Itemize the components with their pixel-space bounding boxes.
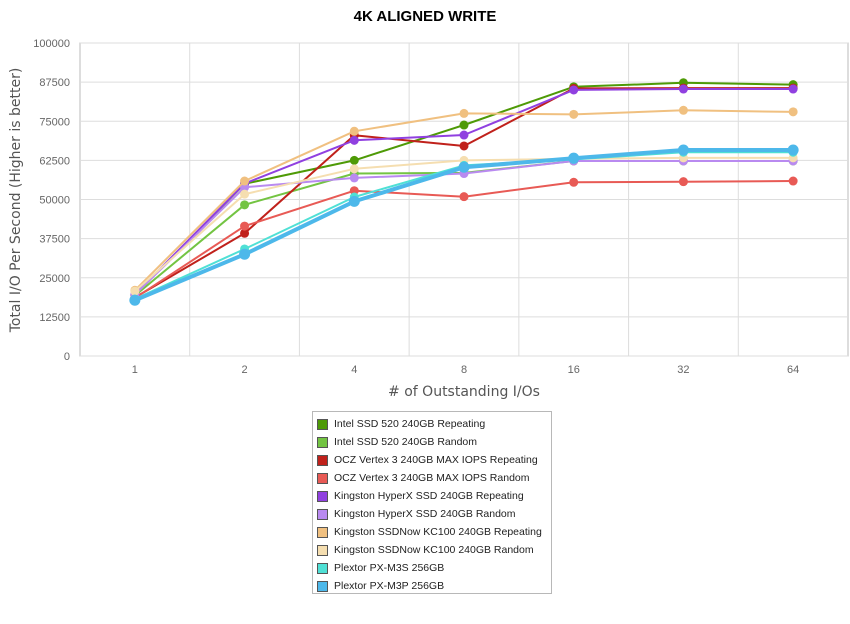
y-tick-label: 75000 — [39, 116, 70, 128]
data-point — [569, 85, 579, 95]
data-point — [788, 84, 798, 94]
x-tick-label: 1 — [132, 364, 138, 376]
data-point — [349, 173, 359, 183]
data-point — [459, 192, 469, 202]
legend-label: Intel SSD 520 240GB Repeating — [334, 418, 486, 430]
data-point — [458, 161, 470, 173]
x-tick-label: 32 — [677, 364, 689, 376]
data-point — [788, 107, 798, 117]
x-tick-label: 16 — [568, 364, 580, 376]
data-point — [678, 105, 688, 115]
x-tick-label: 8 — [461, 364, 467, 376]
legend-swatch — [317, 436, 328, 448]
legend-item[interactable]: Intel SSD 520 240GB Repeating — [317, 415, 551, 433]
legend-item[interactable]: OCZ Vertex 3 240GB MAX IOPS Repeating — [317, 451, 551, 469]
data-point — [240, 228, 250, 238]
data-point — [349, 164, 359, 174]
legend-item[interactable]: Plextor PX-M3S 256GB — [317, 559, 551, 577]
y-tick-label: 50000 — [39, 195, 70, 207]
legend-item[interactable]: Kingston SSDNow KC100 240GB Repeating — [317, 523, 551, 541]
legend-label: Kingston SSDNow KC100 240GB Repeating — [334, 526, 542, 538]
legend-swatch — [317, 508, 328, 520]
data-point — [240, 189, 250, 199]
chart-title: 4K ALIGNED WRITE — [353, 8, 497, 25]
legend-label: Kingston SSDNow KC100 240GB Random — [334, 544, 534, 556]
x-tick-label: 2 — [242, 364, 248, 376]
y-tick-label: 87500 — [39, 77, 70, 89]
legend-item[interactable]: Intel SSD 520 240GB Random — [317, 433, 551, 451]
legend-swatch — [317, 472, 328, 484]
data-point — [678, 84, 688, 94]
legend-label: Intel SSD 520 240GB Random — [334, 436, 478, 448]
legend-label: Plextor PX-M3P 256GB — [334, 580, 445, 592]
data-point — [459, 130, 469, 140]
y-tick-label: 12500 — [39, 312, 70, 324]
legend-item[interactable]: Kingston HyperX SSD 240GB Repeating — [317, 487, 551, 505]
x-tick-label: 64 — [787, 364, 799, 376]
data-point — [349, 186, 359, 196]
legend-swatch — [317, 526, 328, 538]
legend-swatch — [317, 454, 328, 466]
legend-item[interactable]: Plextor PX-M3P 256GB — [317, 577, 551, 595]
data-point — [349, 126, 359, 136]
data-point — [240, 221, 250, 231]
legend-label: Kingston HyperX SSD 240GB Random — [334, 508, 516, 520]
y-tick-label: 37500 — [39, 234, 70, 246]
series-10 — [129, 144, 799, 306]
axes: 0 12500 25000 37500 50000 62500 75000 87500 1000… — [33, 38, 799, 376]
data-point — [678, 177, 688, 187]
y-tick-label: 25000 — [39, 273, 70, 285]
data-point — [240, 176, 250, 186]
data-point — [349, 135, 359, 145]
legend-label: OCZ Vertex 3 240GB MAX IOPS Repeating — [334, 454, 538, 466]
data-point — [129, 294, 141, 306]
data-point — [348, 195, 360, 207]
legend-swatch — [317, 580, 328, 592]
data-point — [130, 286, 140, 296]
legend-swatch — [317, 562, 328, 574]
data-point — [569, 177, 579, 187]
x-tick-label: 4 — [351, 364, 357, 376]
legend-item[interactable]: OCZ Vertex 3 240GB MAX IOPS Random — [317, 469, 551, 487]
data-point — [459, 141, 469, 151]
legend-label: OCZ Vertex 3 240GB MAX IOPS Random — [334, 472, 530, 484]
data-point — [677, 144, 689, 156]
y-tick-label: 100000 — [33, 38, 70, 50]
data-point — [459, 108, 469, 118]
legend-item[interactable]: Kingston SSDNow KC100 240GB Random — [317, 541, 551, 559]
legend-label: Kingston HyperX SSD 240GB Repeating — [334, 490, 524, 502]
data-point — [787, 144, 799, 156]
legend-swatch — [317, 490, 328, 502]
legend-swatch — [317, 544, 328, 556]
legend-swatch — [317, 418, 328, 430]
x-axis-title: # of Outstanding I/Os — [388, 384, 540, 400]
series-4 — [130, 176, 798, 303]
legend-item[interactable]: Kingston HyperX SSD 240GB Random — [317, 505, 551, 523]
data-point — [788, 176, 798, 186]
legend: Intel SSD 520 240GB Repeating Intel SSD 5… — [312, 411, 552, 594]
y-tick-label: 0 — [64, 351, 70, 363]
legend-label: Plextor PX-M3S 256GB — [334, 562, 445, 574]
y-tick-label: 62500 — [39, 155, 70, 167]
data-point — [568, 152, 580, 164]
y-axis-title: Total I/O Per Second (Higher is better) — [8, 68, 24, 334]
series-lines — [129, 78, 799, 306]
data-point — [239, 248, 251, 260]
data-point — [240, 182, 250, 192]
data-point — [349, 155, 359, 165]
data-point — [240, 200, 250, 210]
data-point — [569, 109, 579, 119]
data-point — [459, 120, 469, 130]
